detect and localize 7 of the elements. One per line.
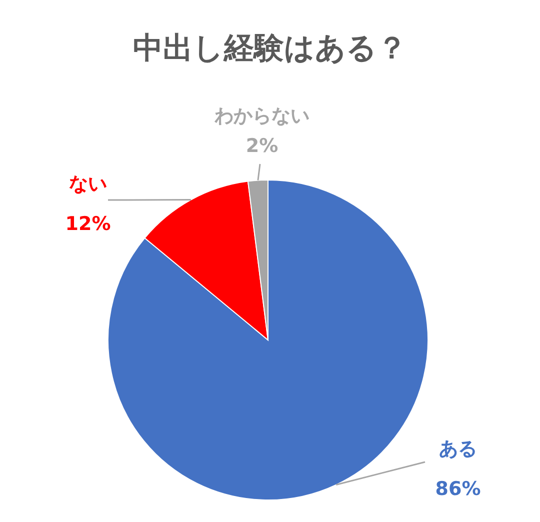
data-label: 12% xyxy=(65,213,111,235)
chart-title: 中出し経験はある？ xyxy=(133,31,407,66)
slice-label: ない xyxy=(69,173,107,195)
slice-label: ある xyxy=(439,438,477,460)
slice-label: わからない xyxy=(214,105,310,127)
data-label: 2% xyxy=(246,135,278,157)
data-label: 86% xyxy=(435,478,481,500)
